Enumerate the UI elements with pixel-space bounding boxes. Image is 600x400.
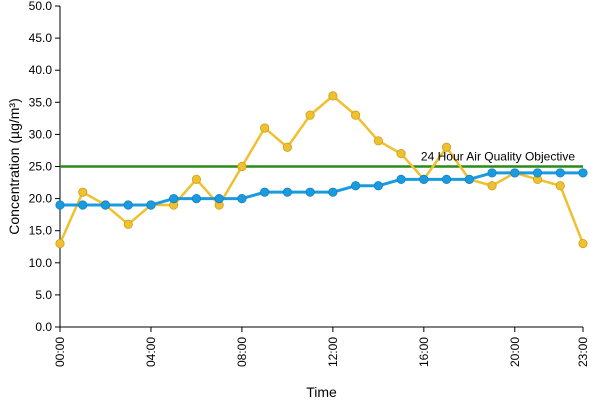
series-1-point: [441, 142, 452, 152]
x-tick-label: 20:00: [508, 337, 522, 367]
series-2-point: [282, 187, 292, 197]
series-1-point: [578, 238, 588, 249]
y-tick-label: 50.0: [29, 0, 53, 13]
series-1-point: [373, 136, 383, 146]
series-2-point: [260, 187, 270, 197]
series-2-point: [419, 174, 429, 184]
y-tick-label: 30.0: [29, 127, 53, 141]
series-2-point: [78, 200, 88, 210]
y-axis-title: Concentration (µg/m³): [6, 98, 22, 234]
y-tick-label: 45.0: [29, 31, 53, 45]
series-2-point: [373, 181, 383, 191]
y-tick-label: 20.0: [29, 192, 53, 206]
series-1-point: [123, 219, 133, 229]
series-1-point: [305, 110, 315, 120]
x-tick-label: 00:00: [53, 337, 67, 367]
series-2-point: [146, 200, 156, 210]
series-2-point: [214, 194, 224, 204]
x-tick-label: 16:00: [417, 337, 431, 367]
series-2-point: [305, 187, 315, 197]
series-2-point: [351, 181, 361, 191]
x-axis-title: Time: [306, 384, 337, 400]
series-1-point: [328, 91, 338, 101]
y-tick-label: 35.0: [29, 95, 53, 109]
plot-area: 0.0 5.0 10.0 15.0 20.0 25.0 30.0 35.0 40.0 45.0 50…: [29, 0, 590, 367]
y-tick-label: 0.0: [35, 320, 52, 334]
x-tick-label: 04:00: [144, 337, 158, 367]
series-1-line: [58, 94, 585, 245]
series-2-point: [578, 168, 588, 178]
series-2-point: [55, 200, 65, 210]
series-1-point: [396, 149, 406, 159]
y-tick-label: 15.0: [29, 224, 53, 238]
series-2-point: [487, 168, 497, 178]
series-1-point: [191, 174, 202, 184]
series-1-point: [282, 142, 292, 152]
series-2-point: [100, 200, 111, 210]
series-2-point: [532, 168, 543, 178]
series-2-point: [464, 174, 474, 184]
series-2-point: [510, 168, 520, 178]
series-2-point: [191, 194, 202, 204]
series-1-point: [78, 187, 88, 197]
y-tick-label: 10.0: [29, 256, 53, 270]
series-1-point: [351, 110, 361, 120]
series-1-point: [260, 123, 270, 133]
series-1-point: [555, 181, 565, 191]
series-2-point: [169, 194, 179, 204]
series-2-point: [555, 168, 565, 178]
series-1-point: [237, 161, 247, 172]
series-2-point: [396, 174, 406, 184]
y-tick-label: 5.0: [35, 288, 52, 302]
series-2-point: [441, 174, 452, 184]
x-tick-label: 12:00: [326, 337, 340, 367]
x-tick-label: 08:00: [235, 337, 249, 367]
series-2-point: [237, 194, 247, 204]
series-2-point: [123, 200, 133, 210]
series-2-point: [328, 187, 338, 197]
y-tick-label: 25.0: [29, 160, 53, 174]
objective-line-label: 24 Hour Air Quality Objective: [421, 150, 575, 164]
y-tick-label: 40.0: [29, 63, 53, 77]
x-tick-label: 23:00: [576, 337, 590, 367]
series-1-point: [55, 238, 65, 249]
series-1-point: [487, 181, 497, 191]
